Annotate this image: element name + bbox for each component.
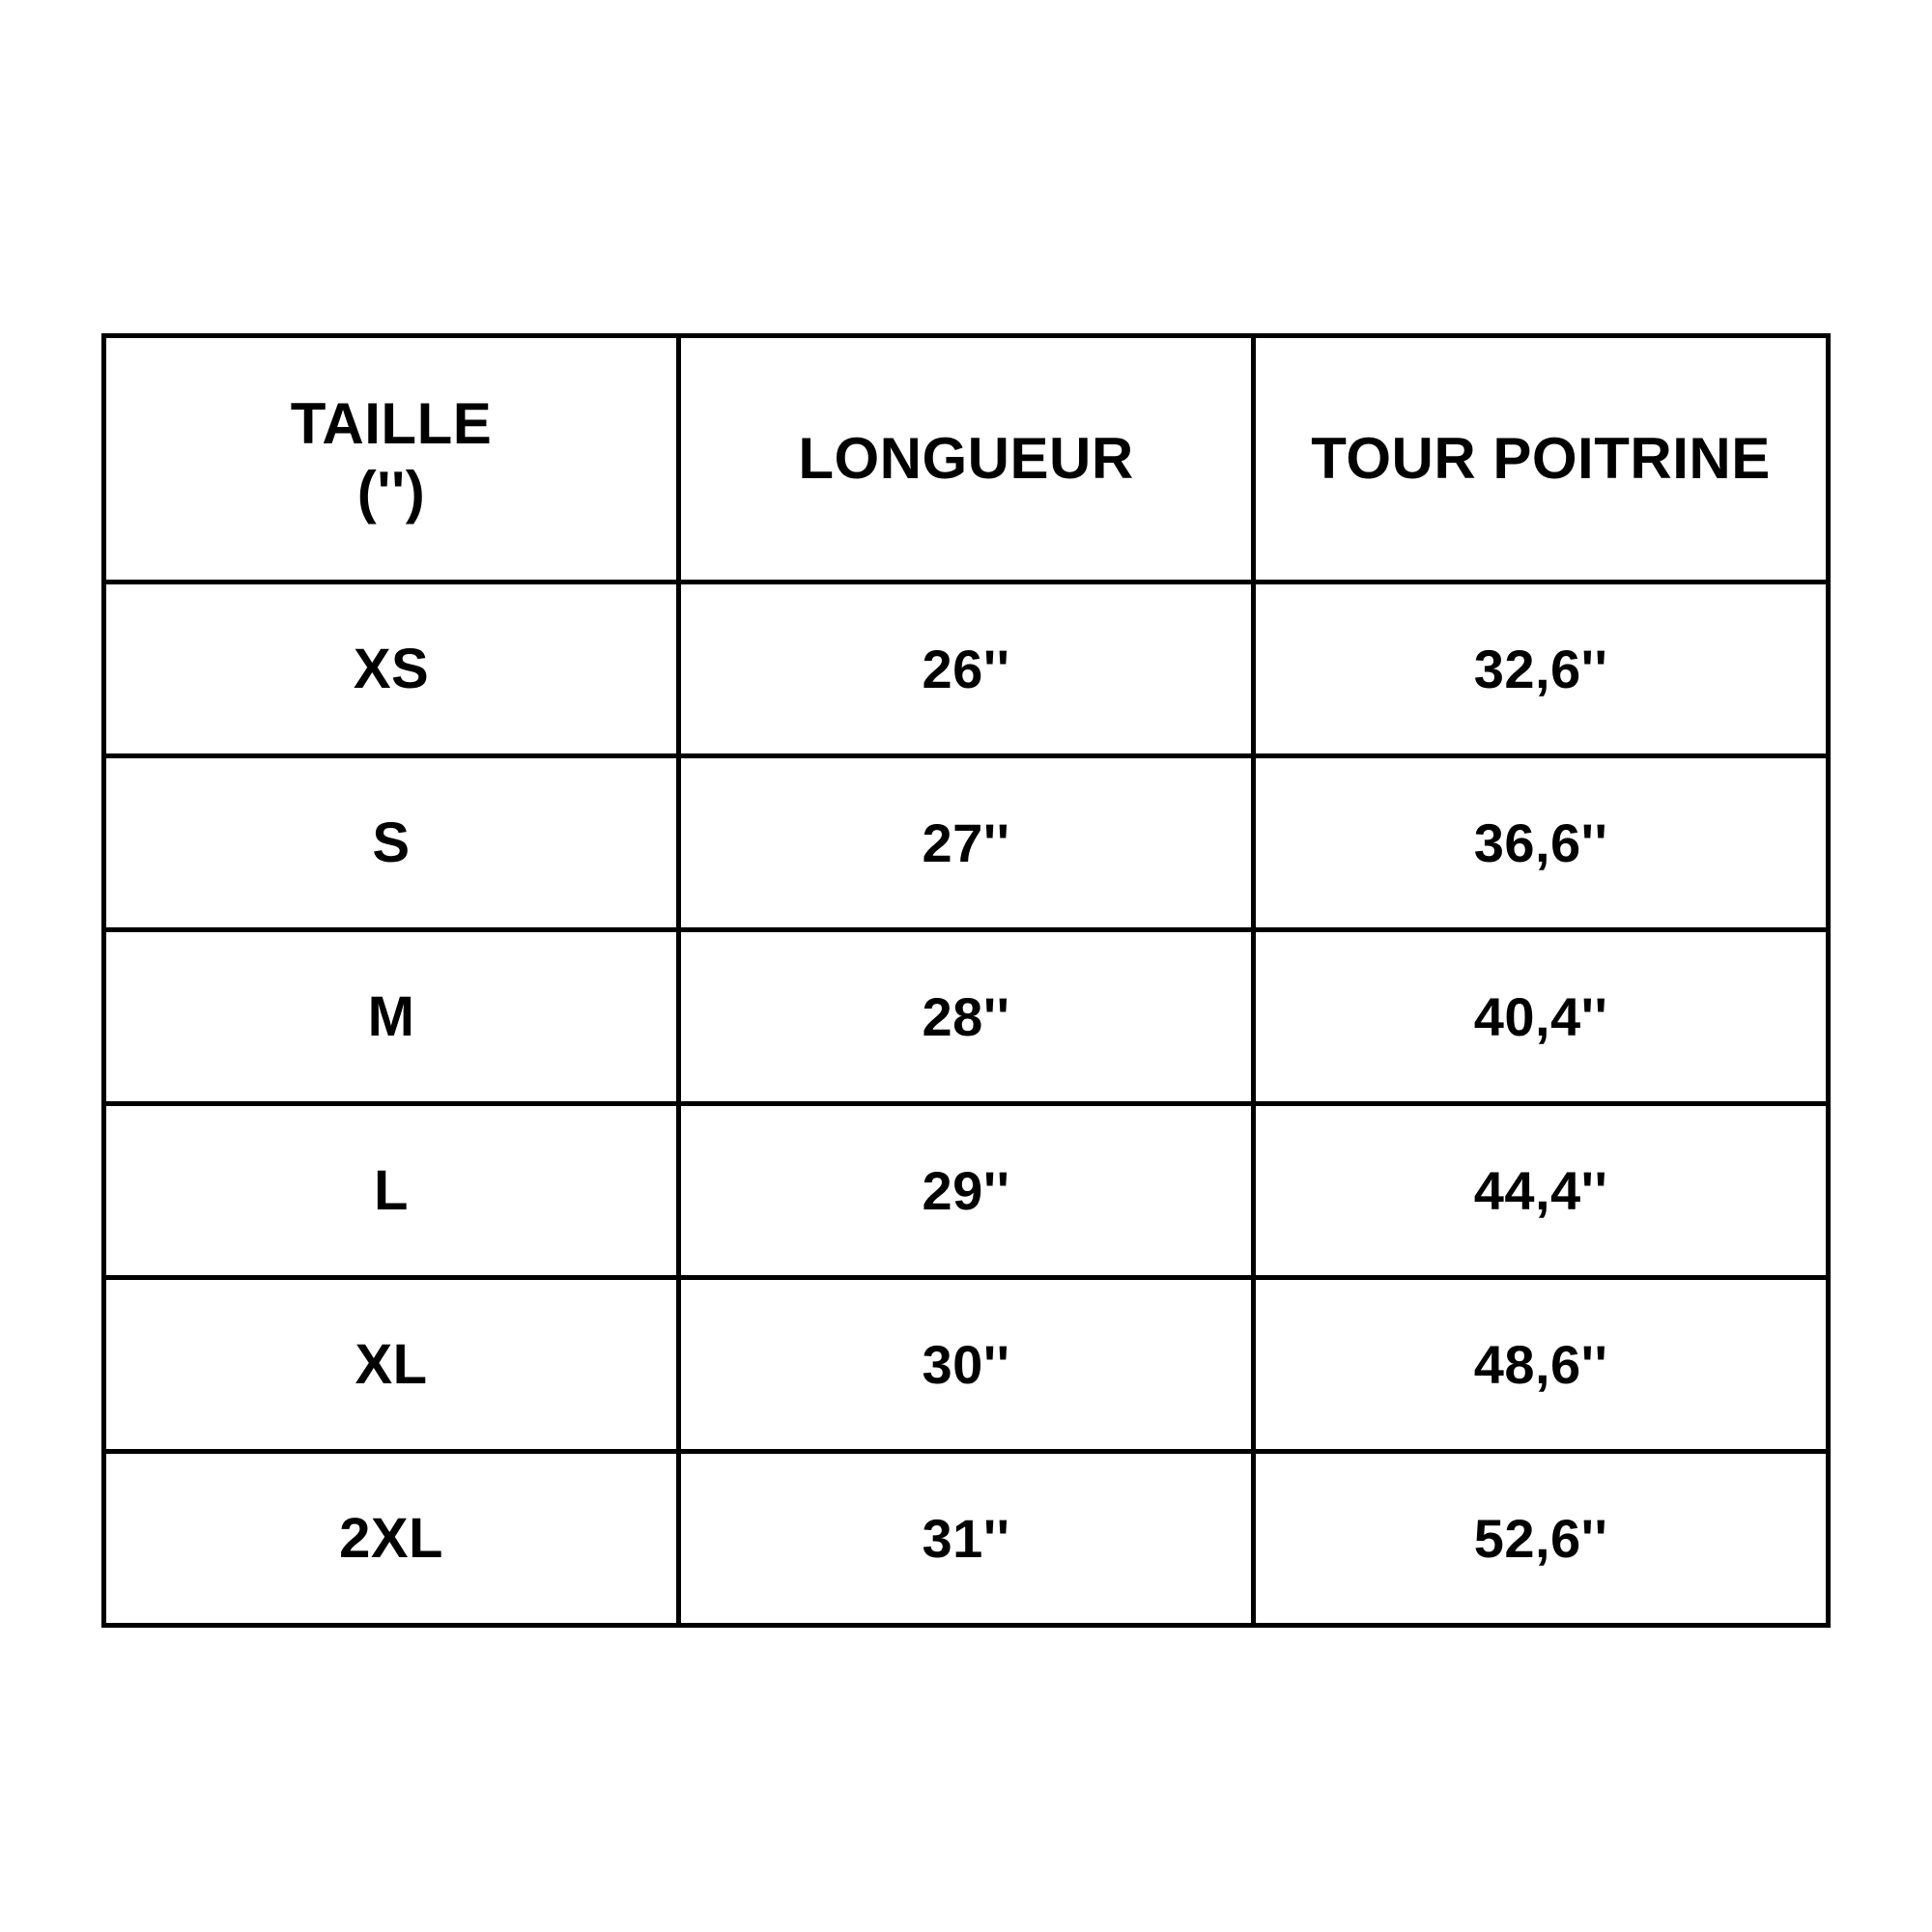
cell-size: L	[101, 1101, 681, 1280]
column-header-length: LONGUEUR	[676, 333, 1256, 584]
table-header: TAILLE ('') LONGUEUR TOUR POITRINE	[101, 333, 1831, 584]
column-header-chest: TOUR POITRINE	[1251, 333, 1831, 584]
cell-length: 29''	[676, 1101, 1256, 1280]
cell-length: 26''	[676, 580, 1256, 758]
cell-size: XS	[101, 580, 681, 758]
size-header-stack: TAILLE ('')	[106, 390, 676, 527]
size-chart-container: TAILLE ('') LONGUEUR TOUR POITRINE XS 26…	[101, 333, 1831, 1628]
cell-size: XL	[101, 1275, 681, 1454]
table-row: L 29'' 44,4''	[101, 1101, 1831, 1280]
cell-length: 27''	[676, 753, 1256, 932]
table-row: XL 30'' 48,6''	[101, 1275, 1831, 1454]
table-row: M 28'' 40,4''	[101, 927, 1831, 1106]
cell-chest: 32,6''	[1251, 580, 1831, 758]
size-header-line-1: TAILLE	[290, 391, 493, 457]
cell-size: 2XL	[101, 1449, 681, 1628]
table-row: XS 26'' 32,6''	[101, 580, 1831, 758]
cell-size: M	[101, 927, 681, 1106]
size-chart-table: TAILLE ('') LONGUEUR TOUR POITRINE XS 26…	[101, 333, 1831, 1628]
cell-chest: 44,4''	[1251, 1101, 1831, 1280]
cell-chest: 36,6''	[1251, 753, 1831, 932]
cell-length: 31''	[676, 1449, 1256, 1628]
table-row: S 27'' 36,6''	[101, 753, 1831, 932]
cell-chest: 40,4''	[1251, 927, 1831, 1106]
cell-length: 30''	[676, 1275, 1256, 1454]
column-header-size: TAILLE ('')	[101, 333, 681, 584]
table-row: 2XL 31'' 52,6''	[101, 1449, 1831, 1628]
size-header-line-2: ('')	[356, 460, 426, 525]
cell-size: S	[101, 753, 681, 932]
cell-chest: 52,6''	[1251, 1449, 1831, 1628]
cell-chest: 48,6''	[1251, 1275, 1831, 1454]
table-body: XS 26'' 32,6'' S 27'' 36,6'' M 28'' 40,4…	[101, 580, 1831, 1628]
header-row: TAILLE ('') LONGUEUR TOUR POITRINE	[101, 333, 1831, 584]
cell-length: 28''	[676, 927, 1256, 1106]
